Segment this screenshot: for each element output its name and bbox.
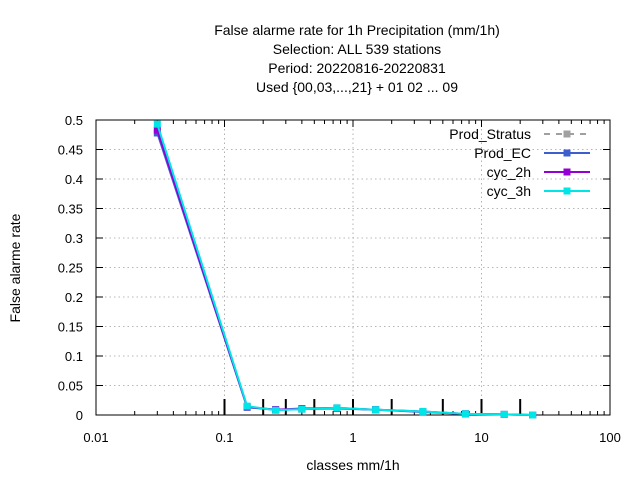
y-tick-label: 0.05 [58, 379, 83, 394]
data-point [529, 411, 537, 419]
y-tick-label: 0.1 [65, 349, 83, 364]
y-tick-label: 0.2 [65, 290, 83, 305]
data-point [333, 404, 341, 412]
x-tick-label: 100 [599, 430, 621, 445]
x-tick-label: 0.1 [215, 430, 233, 445]
data-point [372, 406, 380, 414]
chart-title: False alarme rate for 1h Precipitation (… [214, 22, 500, 95]
series-line-cyc-3h [156, 123, 533, 416]
data-point [153, 126, 161, 134]
y-tick-label: 0.3 [65, 231, 83, 246]
legend-label: Prod_EC [474, 145, 531, 161]
x-axis-label: classes mm/1h [306, 457, 399, 473]
data-point [461, 410, 469, 418]
data-point [500, 410, 508, 418]
series-line-prod-ec [156, 132, 533, 416]
chart-title-line: False alarme rate for 1h Precipitation (… [214, 22, 500, 38]
y-axis-ticks: 0 0.05 0.1 0.15 0.2 0.25 0.3 0.35 0.4 0.45 0.5 [58, 113, 610, 423]
y-tick-label: 0.45 [58, 143, 83, 158]
chart-title-line: Selection: ALL 539 stations [273, 41, 441, 57]
legend-marker [563, 168, 571, 176]
grid [96, 120, 610, 415]
x-tick-label: 1 [349, 430, 356, 445]
chart-title-line: Used {00,03,...,21} + 01 02 ... 09 [256, 79, 458, 95]
legend-marker [563, 187, 571, 195]
legend-label: Prod_Stratus [449, 126, 531, 142]
legend: Prod_Stratus Prod_EC cyc_2h cyc_3h [449, 126, 590, 199]
data-point [419, 407, 427, 415]
y-tick-label: 0.5 [65, 113, 83, 128]
x-tick-label: 10 [474, 430, 488, 445]
y-tick-label: 0 [76, 408, 83, 423]
y-tick-label: 0.35 [58, 202, 83, 217]
legend-marker [563, 149, 571, 157]
data-point [272, 406, 280, 414]
data-point [153, 120, 161, 128]
y-axis-label: False alarme rate [7, 213, 23, 322]
legend-label: cyc_3h [487, 183, 531, 199]
data-point [243, 402, 251, 410]
data-point [298, 405, 306, 413]
x-tick-label: 0.01 [83, 430, 108, 445]
y-tick-label: 0.4 [65, 172, 83, 187]
legend-marker [563, 130, 571, 138]
series [153, 120, 537, 419]
x-axis-ticks: 0.01 0.1 1 10 100 [83, 120, 621, 445]
y-tick-label: 0.25 [58, 261, 83, 276]
y-tick-label: 0.15 [58, 320, 83, 335]
series-line-cyc-2h [156, 129, 533, 416]
legend-label: cyc_2h [487, 164, 531, 180]
chart-title-line: Period: 20220816-20220831 [268, 60, 446, 76]
